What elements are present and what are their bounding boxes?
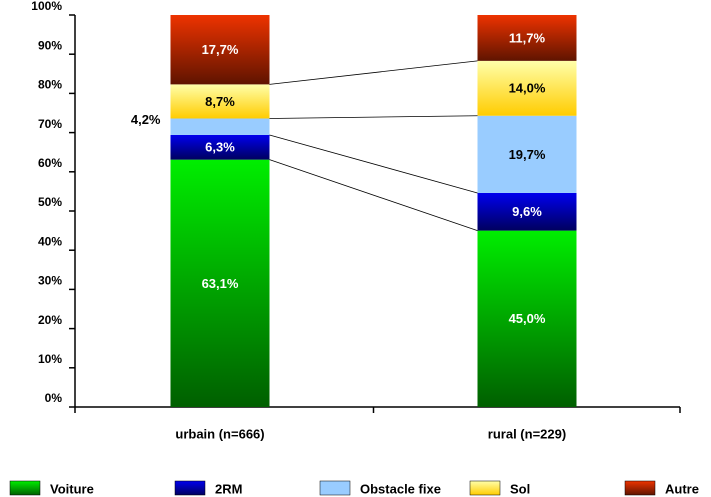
bar-segment [170, 134, 270, 160]
value-label: 17,7% [202, 42, 239, 57]
legend-label: Voiture [50, 481, 94, 496]
y-tick-label: 30% [38, 274, 62, 288]
bar-segment [170, 84, 270, 119]
value-label: 63,1% [202, 276, 239, 291]
connector [269, 115, 478, 119]
value-label: 14,0% [509, 81, 546, 96]
x-tick-label: rural (n=229) [488, 426, 566, 441]
connector [269, 159, 478, 231]
value-label: 6,3% [205, 140, 235, 155]
bar-segment [477, 15, 577, 61]
legend-swatch [624, 480, 656, 496]
connector [269, 134, 478, 194]
y-tick-label: 70% [38, 117, 62, 131]
bar-segment [170, 15, 270, 85]
y-tick-label: 60% [38, 156, 62, 170]
y-tick-label: 20% [38, 313, 62, 327]
value-label: 45,0% [509, 311, 546, 326]
legend-label: 2RM [215, 481, 242, 496]
y-tick-label: 50% [38, 195, 62, 209]
value-label: 9,6% [512, 204, 542, 219]
bar-segment [170, 118, 270, 135]
connector [269, 60, 478, 85]
bar-segment [477, 115, 577, 193]
y-tick-label: 10% [38, 352, 62, 366]
y-tick-label: 0% [45, 391, 63, 405]
bar-segment [477, 192, 577, 231]
legend-swatch [469, 480, 501, 496]
bar-segment [477, 60, 577, 116]
y-tick-label: 80% [38, 78, 62, 92]
legend-swatch [174, 480, 206, 496]
value-label: 11,7% [509, 30, 546, 45]
legend-label: Sol [510, 481, 530, 496]
value-label: 4,2% [131, 112, 161, 127]
value-label: 8,7% [205, 94, 235, 109]
value-label: 19,7% [509, 147, 546, 162]
y-tick-label: 40% [38, 234, 62, 248]
legend-swatch [9, 480, 41, 496]
bar-segment [477, 230, 577, 407]
bar-segment [170, 159, 270, 407]
y-tick-label: 100% [31, 0, 62, 13]
x-tick-label: urbain (n=666) [175, 426, 264, 441]
legend-swatch [319, 480, 351, 496]
legend-label: Obstacle fixe [360, 481, 441, 496]
legend-label: Autre [665, 481, 699, 496]
y-tick-label: 90% [38, 38, 62, 52]
